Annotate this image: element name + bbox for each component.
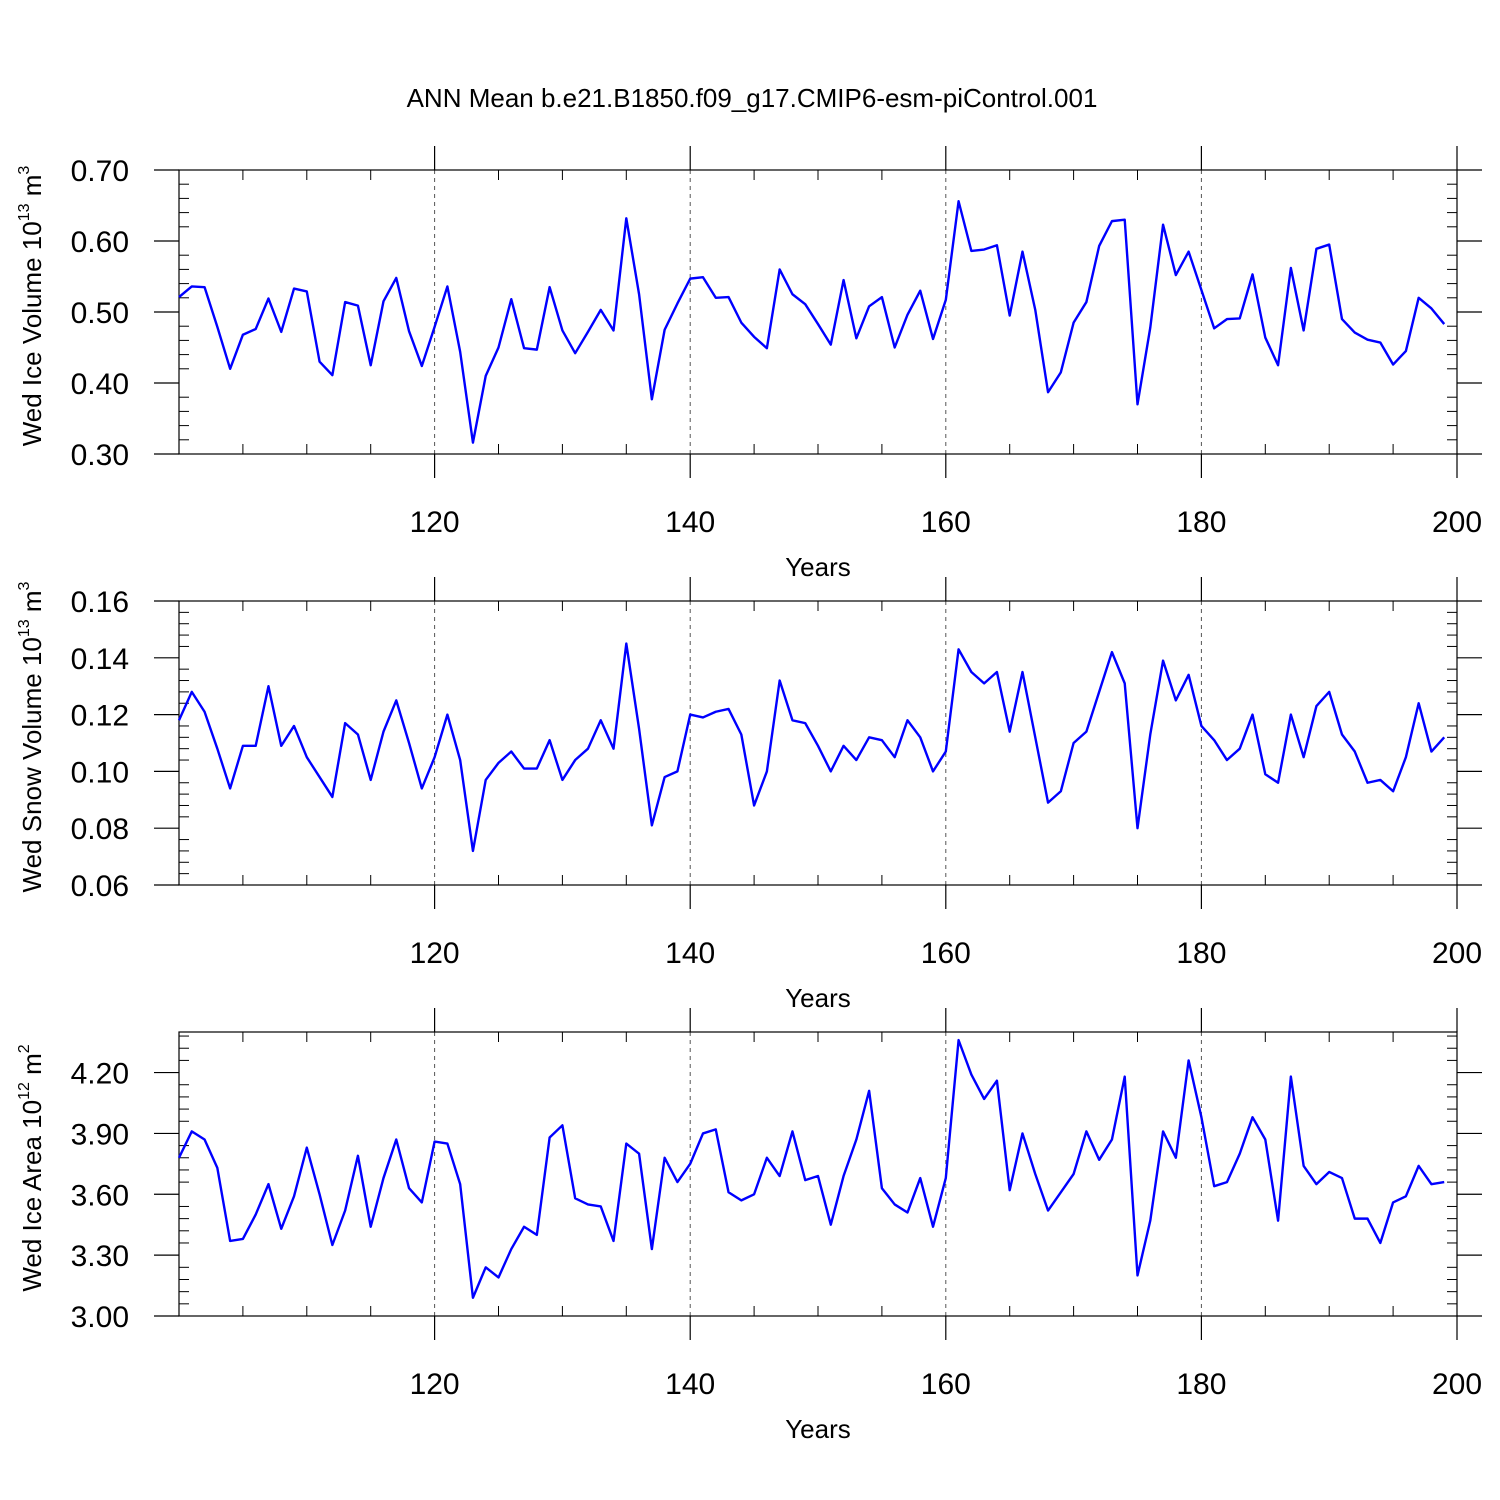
y-tick-label: 4.20: [71, 1058, 129, 1091]
y-tick-label: 3.60: [71, 1179, 129, 1212]
x-tick-label: 180: [1176, 1368, 1226, 1401]
y-axis-label-text: Wed Ice Area 10: [17, 1100, 47, 1292]
y-axis-label: Wed Ice Volume 1013 m3: [16, 166, 47, 447]
y-axis-label-unit: m: [17, 175, 47, 204]
y-tick-label: 0.12: [71, 700, 129, 733]
x-tick-label: 140: [665, 506, 715, 539]
panel-3: 120 140 160 180 200 3.00 3.30 3.60 3.90 4.20 Years…: [16, 1008, 1482, 1444]
y-axis-label-unit-exponent: 3: [16, 166, 33, 175]
y-tick-label: 3.30: [71, 1240, 129, 1273]
x-axis-label: Years: [785, 1414, 851, 1444]
x-tick-label: 140: [665, 1368, 715, 1401]
series-line-1: [178, 200, 1446, 444]
y-tick-label: 0.70: [71, 155, 129, 188]
y-axis-label: Wed Snow Volume 1013 m3: [16, 581, 47, 892]
x-tick-label: 200: [1432, 1368, 1482, 1401]
y-axis-label-exponent: 12: [16, 1082, 33, 1100]
y-axis-label-unit: m: [17, 590, 47, 619]
x-tick-label: 120: [410, 506, 460, 539]
y-axis-label-unit-exponent: 3: [16, 581, 33, 590]
y-tick-label: 3.90: [71, 1118, 129, 1151]
x-tick-label: 120: [410, 1368, 460, 1401]
series-line-1: [177, 1038, 1445, 1299]
y-tick-label: 0.30: [71, 439, 129, 472]
y-tick-label: 0.16: [71, 586, 129, 619]
x-tick-label: 140: [665, 937, 715, 970]
x-tick-label: 160: [921, 506, 971, 539]
y-tick-label: 0.40: [71, 368, 129, 401]
y-axis-label-unit-exponent: 2: [16, 1044, 33, 1053]
y-axis-label-unit: m: [17, 1053, 47, 1082]
plot-frame: [178, 1031, 1458, 1317]
y-tick-label: 0.14: [71, 643, 129, 676]
x-tick-label: 200: [1432, 506, 1482, 539]
panels: 120 140 160 180 200 0.30 0.40 0.50 0.60 0.70 Years…: [16, 146, 1482, 1444]
y-tick-label: 0.08: [71, 813, 129, 846]
x-tick-label: 180: [1176, 937, 1226, 970]
x-tick-label: 160: [921, 937, 971, 970]
x-tick-label: 200: [1432, 937, 1482, 970]
y-tick-label: 0.06: [71, 870, 129, 903]
x-axis-label: Years: [785, 983, 851, 1013]
x-tick-label: 120: [410, 937, 460, 970]
y-tick-label: 0.50: [71, 297, 129, 330]
figure-title: ANN Mean b.e21.B1850.f09_g17.CMIP6-esm-p…: [407, 83, 1098, 113]
x-tick-label: 160: [921, 1368, 971, 1401]
y-axis-label-text: Wed Snow Volume 10: [17, 637, 47, 892]
x-axis-label: Years: [785, 552, 851, 582]
y-axis-label-exponent: 13: [16, 203, 33, 221]
plot-frame: [178, 600, 1458, 886]
plot-frame: [178, 169, 1458, 455]
x-tick-label: 180: [1176, 506, 1226, 539]
y-axis-label: Wed Ice Area 1012 m2: [16, 1044, 47, 1291]
y-axis-label-text: Wed Ice Volume 10: [17, 221, 47, 446]
panel-2: 120 140 160 180 200 0.06 0.08 0.10 0.12 0.14 0.16 Y…: [16, 577, 1482, 1013]
y-tick-label: 0.60: [71, 226, 129, 259]
series-line-1: [177, 642, 1446, 853]
panel-1: 120 140 160 180 200 0.30 0.40 0.50 0.60 0.70 Years…: [16, 146, 1482, 582]
y-tick-label: 0.10: [71, 756, 129, 789]
y-tick-label: 3.00: [71, 1301, 129, 1334]
y-axis-label-exponent: 13: [16, 619, 33, 637]
